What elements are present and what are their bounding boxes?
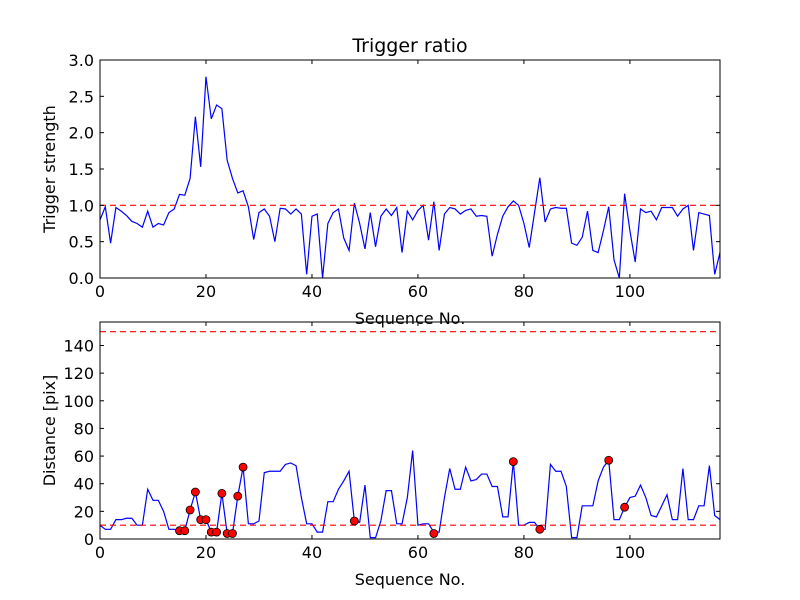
y-tick-label: 140 xyxy=(63,336,94,355)
highlight-marker xyxy=(604,455,614,465)
y-tick-label: 1.5 xyxy=(69,160,94,179)
highlight-marker xyxy=(201,515,211,525)
highlight-marker xyxy=(620,502,630,512)
axes-frame xyxy=(99,59,721,279)
x-tick-label: 20 xyxy=(196,282,216,301)
series-line-1 xyxy=(100,76,720,278)
x-tick-label: 80 xyxy=(514,282,534,301)
x-tick-label: 60 xyxy=(408,282,428,301)
highlight-marker xyxy=(535,524,545,534)
highlight-marker xyxy=(228,529,237,538)
y-tick-label: 0.0 xyxy=(69,269,94,288)
y-tick-label: 2.0 xyxy=(69,124,94,143)
y-axis-label: Distance [pix] xyxy=(40,375,59,487)
x-tick-label: 40 xyxy=(302,543,322,562)
chart-title: Trigger ratio xyxy=(351,35,467,57)
x-tick-label: 0 xyxy=(95,282,105,301)
axes-frame xyxy=(99,321,721,540)
highlight-marker xyxy=(185,505,195,515)
plot-area xyxy=(100,76,720,278)
y-tick-label: 0.5 xyxy=(69,233,94,252)
chart-2: 0 20 40 60 80 100 0 20 40 60 80 100 120 140 Sequence N… xyxy=(40,321,721,589)
x-tick-label: 40 xyxy=(302,282,322,301)
y-tick-label: 120 xyxy=(63,364,94,383)
y-tick-label: 40 xyxy=(74,475,94,494)
highlight-marker xyxy=(180,526,190,536)
y-tick-label: 2.5 xyxy=(69,87,94,106)
y-tick-label: 3.0 xyxy=(69,51,94,70)
x-tick-label: 100 xyxy=(615,282,646,301)
highlight-marker xyxy=(190,487,200,497)
y-tick-label: 1.0 xyxy=(69,196,94,215)
x-tick-label: 0 xyxy=(95,543,105,562)
y-tick-label: 100 xyxy=(63,392,94,411)
y-tick-label: 20 xyxy=(74,502,94,521)
y-tick-label: 80 xyxy=(74,419,94,438)
highlight-marker xyxy=(233,491,243,501)
highlight-marker xyxy=(349,516,359,526)
highlight-marker xyxy=(212,527,221,537)
x-tick-label: 100 xyxy=(615,543,646,562)
highlight-marker xyxy=(238,462,248,472)
y-axis-label: Trigger strength xyxy=(40,105,59,234)
highlight-marker xyxy=(217,488,227,498)
y-tick-label: 60 xyxy=(74,447,94,466)
highlight-marker xyxy=(508,457,518,466)
x-axis-label: Sequence No. xyxy=(355,570,466,589)
x-tick-label: 80 xyxy=(514,543,534,562)
plot-area xyxy=(100,331,720,539)
highlight-marker xyxy=(429,529,439,538)
x-tick-label: 60 xyxy=(408,543,428,562)
x-axis-label: Sequence No. xyxy=(355,309,466,328)
y-tick-label: 0 xyxy=(84,530,94,549)
chart-1: 0 20 40 60 80 100 0.0 0.5 1.0 1.5 2.0 2.5 3.0 Trigger… xyxy=(40,35,721,328)
x-tick-label: 20 xyxy=(196,543,216,562)
